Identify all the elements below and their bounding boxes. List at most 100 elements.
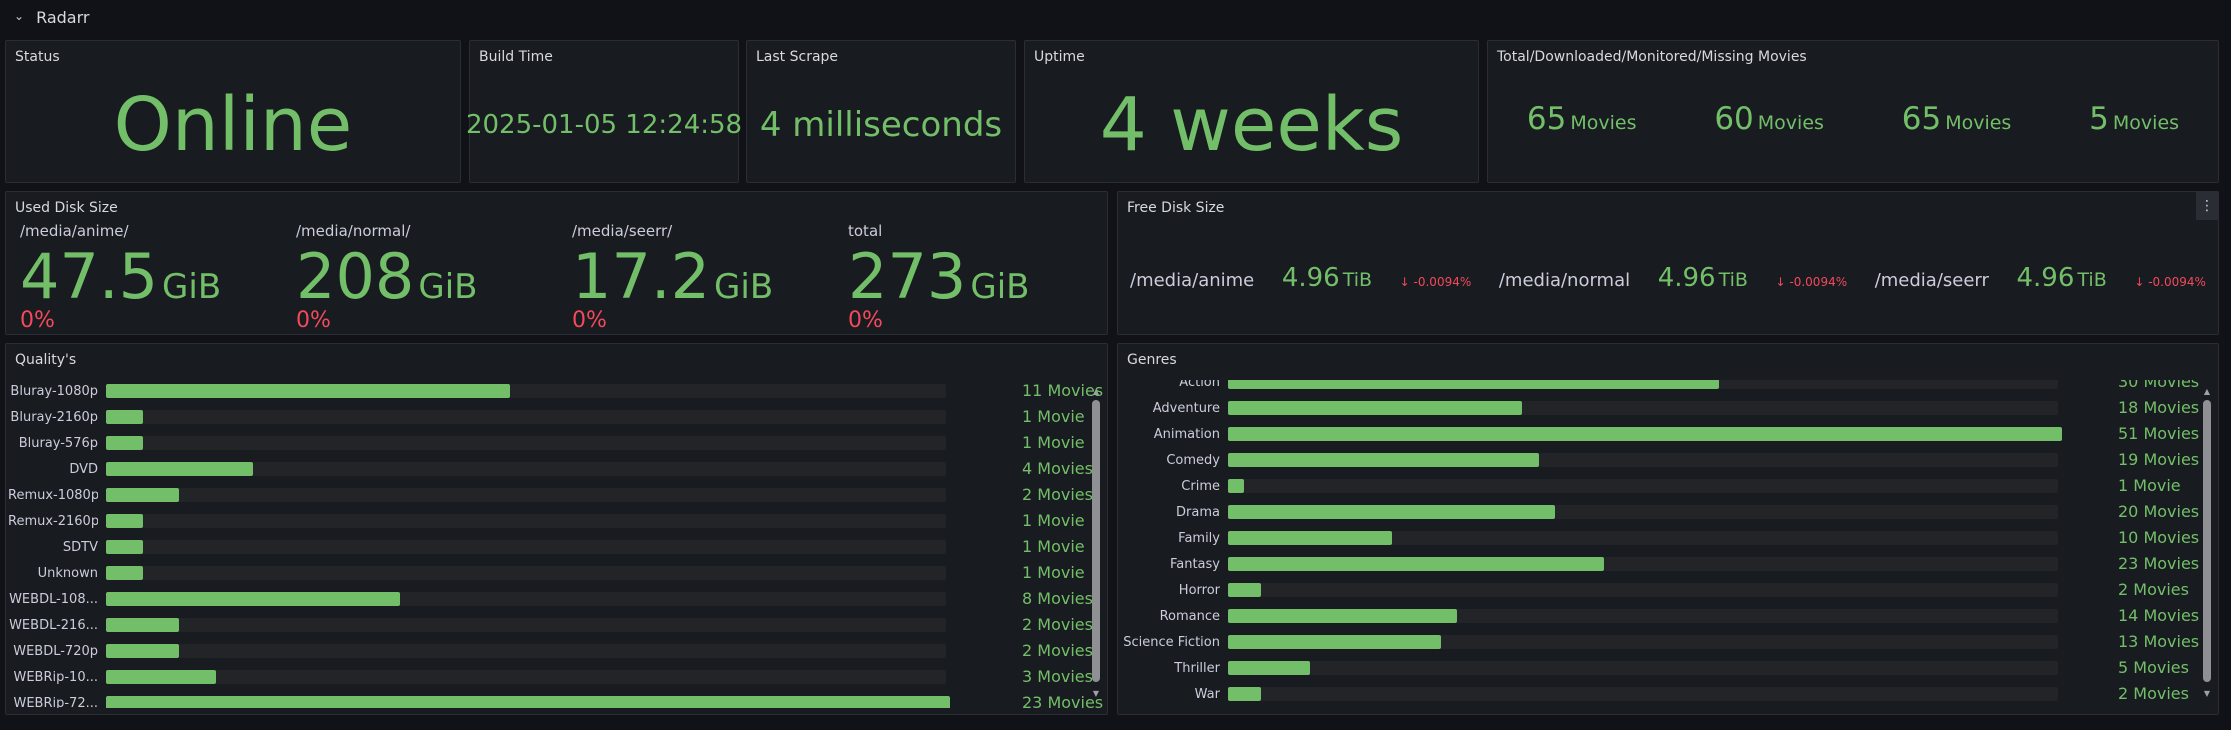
bar-row: Crime 1 Movie bbox=[1118, 474, 2218, 500]
bar-row: Family 10 Movies bbox=[1118, 526, 2218, 552]
bar-fill bbox=[106, 618, 180, 632]
panel-title: Build Time bbox=[479, 49, 553, 65]
bar-fill bbox=[106, 384, 510, 398]
bar-label: Horror bbox=[1178, 583, 1220, 598]
bar-label: WEBDL-108... bbox=[9, 592, 98, 607]
scrollbar-thumb bbox=[1092, 400, 1100, 682]
last-scrape-value: 4 milliseconds bbox=[759, 104, 1003, 145]
bar-value: 13 Movies bbox=[2118, 632, 2200, 651]
downloaded-movies-stat: 60 Movies bbox=[1714, 101, 1824, 137]
bar-label: Action bbox=[1179, 380, 1220, 390]
bar-value: 1 Movie bbox=[1022, 433, 1085, 452]
scroll-down-icon: ▼ bbox=[2203, 689, 2211, 698]
bar-track bbox=[106, 540, 946, 554]
arrow-down-icon: ↓ bbox=[1399, 275, 1410, 289]
bar-track bbox=[1228, 583, 2058, 597]
arrow-down-icon: ↓ bbox=[2134, 275, 2145, 289]
bar-track bbox=[106, 410, 946, 424]
quality-bar-list[interactable]: Bluray-1080p 11 Movies Bluray-2160p 1 Movie… bbox=[6, 380, 1107, 708]
bar-value: 2 Movies bbox=[1022, 641, 1093, 660]
bar-fill bbox=[1228, 380, 1719, 389]
bar-value: 18 Movies bbox=[2118, 398, 2200, 417]
bar-fill bbox=[1228, 609, 1457, 623]
bar-row: WEBDL-216... 2 Movies bbox=[6, 613, 1107, 639]
bar-value: 51 Movies bbox=[2118, 424, 2200, 443]
scroll-down-icon: ▼ bbox=[1092, 689, 1100, 698]
panel-menu-button[interactable]: ⋮ bbox=[2196, 192, 2218, 220]
bar-track bbox=[106, 566, 946, 580]
bar-fill bbox=[1228, 531, 1392, 545]
bar-label: Science Fiction bbox=[1123, 635, 1220, 650]
bar-fill bbox=[106, 488, 180, 502]
bar-row: Thriller 5 Movies bbox=[1118, 656, 2218, 682]
total-movies-stat: 65 Movies bbox=[1526, 101, 1637, 137]
bar-value: 14 Movies bbox=[2118, 606, 2200, 625]
used-disk-anime: /media/anime/ 47.5 GiB 0% bbox=[20, 222, 222, 333]
bar-row: WEBRip-72... 23 Movies bbox=[6, 691, 1107, 708]
bar-track bbox=[1228, 635, 2058, 649]
bar-label: Crime bbox=[1181, 479, 1220, 494]
bar-value: 1 Movie bbox=[2118, 476, 2181, 495]
bar-fill bbox=[106, 410, 143, 424]
bar-label: WEBDL-720p bbox=[13, 644, 98, 659]
bar-value: 19 Movies bbox=[2118, 450, 2200, 469]
bar-track bbox=[106, 384, 946, 398]
arrow-down-icon: ↓ bbox=[1775, 275, 1786, 289]
bar-label: Bluray-2160p bbox=[10, 410, 98, 425]
bar-fill bbox=[1228, 687, 1261, 701]
bar-track bbox=[106, 696, 950, 708]
qualities-panel: Quality's Bluray-1080p 11 Movies Bluray-21… bbox=[5, 343, 1108, 715]
row-header-radarr[interactable]: ⌄ Radarr bbox=[0, 0, 2231, 34]
used-disk-total: total 273 GiB 0% bbox=[848, 222, 1030, 333]
free-disk-label: /media/seerr bbox=[1874, 270, 1989, 291]
bar-label: Remux-1080p bbox=[8, 488, 98, 503]
panel-title: Uptime bbox=[1034, 49, 1085, 65]
bar-row: Animation 51 Movies bbox=[1118, 422, 2218, 448]
vertical-dots-icon: ⋮ bbox=[2200, 198, 2214, 214]
bar-track bbox=[106, 618, 946, 632]
bar-value: 23 Movies bbox=[1022, 693, 1104, 708]
free-disk-delta: ↓ -0.0094% bbox=[1775, 275, 1848, 289]
panel-title: Last Scrape bbox=[756, 49, 839, 65]
movies-panel: Total/Downloaded/Monitored/Missing Movie… bbox=[1487, 40, 2219, 183]
free-disk-delta: ↓ -0.0094% bbox=[2134, 275, 2206, 289]
bar-value: 30 Movies bbox=[2118, 380, 2200, 391]
bar-value: 1 Movie bbox=[1022, 511, 1085, 530]
used-disk-panel: Used Disk Size /media/anime/ 47.5 GiB 0% … bbox=[5, 191, 1108, 335]
missing-movies-stat: 5 Movies bbox=[2089, 101, 2180, 137]
bar-label: Animation bbox=[1153, 427, 1220, 442]
free-disk-value: 4.96 TiB bbox=[1657, 263, 1748, 293]
bar-track bbox=[106, 670, 946, 684]
bar-value: 1 Movie bbox=[1022, 563, 1085, 582]
bar-fill bbox=[1228, 453, 1539, 467]
bar-label: DVD bbox=[69, 462, 98, 477]
bar-value: 10 Movies bbox=[2118, 528, 2200, 547]
bar-track bbox=[1228, 531, 2058, 545]
bar-fill bbox=[1228, 557, 1605, 571]
bar-label: Bluray-1080p bbox=[10, 384, 98, 399]
bar-label: Bluray-576p bbox=[18, 436, 98, 451]
free-disk-label: /media/anime bbox=[1130, 270, 1255, 291]
bar-label: Romance bbox=[1159, 609, 1220, 624]
bar-row: Horror 2 Movies bbox=[1118, 578, 2218, 604]
free-disk-value: 4.96 TiB bbox=[2016, 263, 2107, 293]
scroll-up-icon: ▲ bbox=[1092, 387, 1100, 396]
chevron-down-icon[interactable]: ⌄ bbox=[14, 9, 25, 23]
bar-label: WEBRip-72... bbox=[13, 696, 98, 708]
bar-fill bbox=[1228, 401, 1523, 415]
bar-fill bbox=[106, 566, 143, 580]
bar-row: WEBDL-108... 8 Movies bbox=[6, 587, 1107, 613]
bar-row: Science Fiction 13 Movies bbox=[1118, 630, 2218, 656]
bar-track bbox=[1228, 427, 2062, 441]
status-panel: Status Online bbox=[5, 40, 461, 183]
uptime-value: 4 weeks bbox=[1099, 81, 1404, 168]
genre-bar-list[interactable]: Action 30 Movies Adventure 18 Movies Animati… bbox=[1118, 380, 2218, 708]
scrollbar[interactable]: ▲ ▼ bbox=[1091, 388, 1101, 698]
bar-track bbox=[1228, 557, 2058, 571]
bar-row: Remux-2160p 1 Movie bbox=[6, 509, 1107, 535]
scrollbar[interactable]: ▲ ▼ bbox=[2202, 388, 2212, 698]
bar-fill bbox=[1228, 505, 1556, 519]
bar-fill bbox=[106, 696, 950, 708]
bar-fill bbox=[106, 436, 143, 450]
free-disk-value: 4.96 TiB bbox=[1281, 263, 1373, 293]
